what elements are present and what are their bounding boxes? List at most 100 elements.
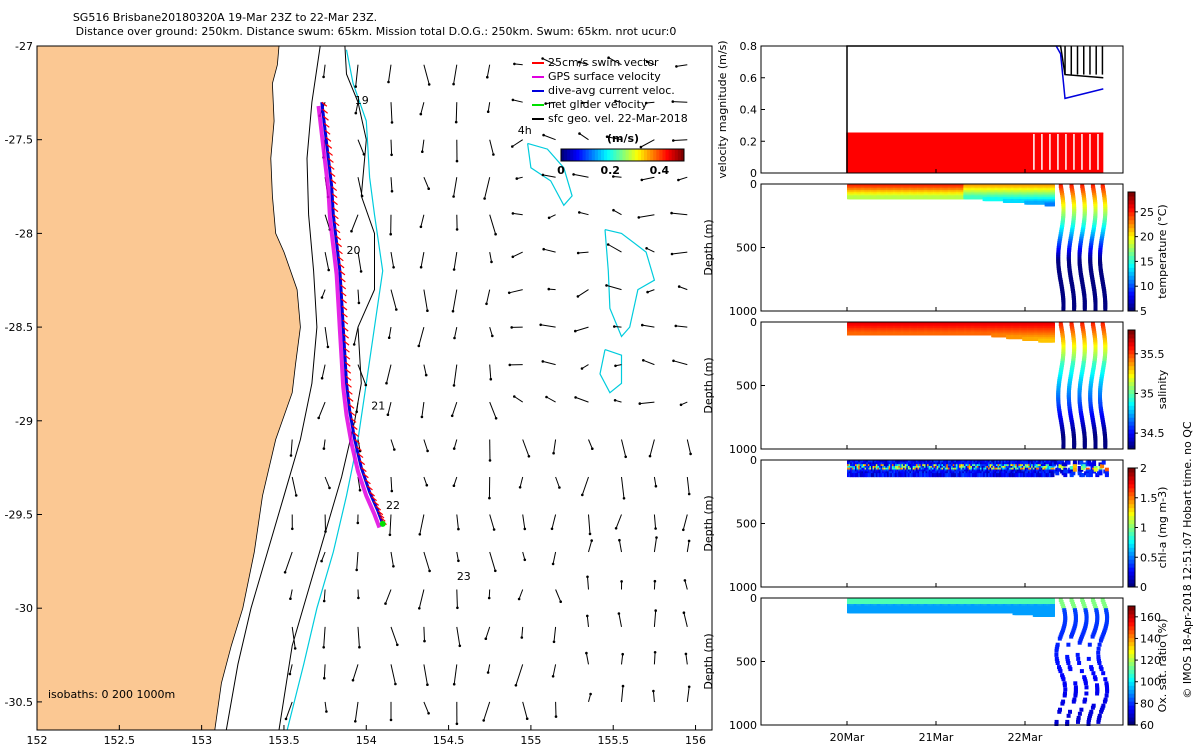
velocity-arrow-head bbox=[322, 76, 325, 79]
velocity-arrow-head bbox=[452, 310, 455, 313]
velocity-arrow bbox=[654, 477, 656, 486]
velocity-arrow bbox=[322, 365, 325, 379]
velocity-arrow-head bbox=[640, 146, 643, 149]
salinity-colorbar-label: salinity bbox=[1156, 369, 1169, 409]
velocity-arrow-head bbox=[671, 253, 674, 256]
velocity-arrow bbox=[587, 616, 588, 627]
velocity-arrow bbox=[641, 140, 655, 147]
salinity-colorbar-segment bbox=[1128, 358, 1135, 362]
velocity-arrow bbox=[685, 580, 687, 589]
velocity-arrow-head bbox=[389, 534, 392, 537]
velocity-arrow bbox=[424, 440, 428, 451]
colorbar-segment bbox=[607, 149, 611, 161]
salinity-ylabel: Depth (m) bbox=[702, 357, 715, 413]
title-line-2: Distance over ground: 250km. Distance sw… bbox=[76, 25, 677, 38]
velocity-arrow bbox=[454, 65, 457, 84]
salinity-colorbar-tick-label: 35 bbox=[1140, 387, 1154, 400]
velocity-arrow-head bbox=[495, 417, 498, 420]
legend-entry: dive-avg current veloc. bbox=[548, 84, 675, 97]
map-y-tick-label: -28 bbox=[15, 227, 33, 240]
velocity-arrow-head bbox=[394, 683, 397, 686]
map-x-tick-label: 154.5 bbox=[433, 734, 465, 747]
velocity-arrow bbox=[391, 440, 394, 450]
salinity-colorbar-segment bbox=[1128, 342, 1135, 346]
velocity-arrow-head bbox=[456, 160, 459, 163]
salinity-colorbar-segment bbox=[1128, 433, 1135, 437]
velocity-arrow bbox=[513, 213, 523, 214]
velocity-arrow-head bbox=[391, 490, 394, 493]
profile-point bbox=[1051, 339, 1055, 343]
velocity-arrow-head bbox=[545, 396, 548, 399]
map-x-tick-label: 156 bbox=[685, 734, 706, 747]
velocity-arrow-head bbox=[390, 154, 393, 157]
velocity-arrow bbox=[541, 325, 556, 327]
map-y-tick-label: -27 bbox=[15, 40, 33, 53]
velocity-arrow-head bbox=[586, 615, 589, 618]
velocity-arrow-head bbox=[624, 456, 627, 459]
velocity-arrow-head bbox=[493, 528, 496, 531]
velocity-arrow bbox=[556, 477, 560, 488]
temperature-colorbar-segment bbox=[1128, 228, 1135, 232]
velocity-arrow bbox=[523, 515, 525, 529]
velocity-arrow-head bbox=[456, 723, 459, 726]
temperature-colorbar-segment bbox=[1128, 252, 1135, 256]
colorbar-segment bbox=[567, 149, 571, 161]
velocity-arrow bbox=[490, 140, 494, 155]
gps-surface-track bbox=[319, 106, 380, 528]
velocity-arrow bbox=[285, 552, 292, 572]
velocity-arrow-head bbox=[459, 645, 462, 648]
velocity-arrow bbox=[358, 365, 366, 385]
velocity-arrow bbox=[324, 627, 325, 647]
velocity-arrow bbox=[512, 140, 522, 147]
velocity-arrow bbox=[319, 402, 325, 418]
velocity-arrow-head bbox=[552, 452, 555, 455]
salinity-colorbar-segment bbox=[1128, 425, 1135, 429]
map-x-tick-label: 155.5 bbox=[597, 734, 629, 747]
legend-entry: GPS surface velocity bbox=[548, 70, 661, 83]
velocity-y-tick-label: 0.4 bbox=[740, 104, 758, 117]
velocity-arrow bbox=[424, 702, 429, 713]
velocity-arrow bbox=[419, 327, 424, 346]
velocity-arrow bbox=[589, 541, 592, 552]
velocity-arrow-head bbox=[642, 359, 645, 362]
velocity-arrow-head bbox=[486, 76, 489, 79]
colorbar-segment bbox=[678, 149, 682, 161]
velocity-arrow-head bbox=[675, 325, 678, 328]
velocity-arrow bbox=[291, 440, 292, 456]
velocity-arrow-head bbox=[589, 533, 592, 536]
velocity-arrow bbox=[424, 627, 425, 641]
velocity-arrow-head bbox=[453, 484, 456, 487]
velocity-arrow bbox=[654, 538, 656, 553]
velocity-arrow bbox=[454, 440, 457, 449]
velocity-arrow-head bbox=[654, 609, 657, 612]
temperature-colorbar-label: temperature (°C) bbox=[1156, 204, 1169, 298]
velocity-arrow-head bbox=[418, 607, 421, 610]
velocity-arrow-head bbox=[391, 190, 394, 193]
velocity-arrow bbox=[653, 691, 654, 702]
velocity-arrow bbox=[639, 215, 655, 218]
velocity-arrow-head bbox=[688, 686, 691, 689]
salinity-colorbar-segment bbox=[1128, 437, 1135, 441]
velocity-arrow bbox=[642, 177, 655, 180]
velocity-arrow bbox=[358, 290, 359, 303]
velocity-arrow-head bbox=[452, 195, 455, 198]
velocity-arrow bbox=[522, 627, 523, 638]
velocity-arrow-head bbox=[325, 710, 328, 713]
colorbar-segment bbox=[601, 149, 605, 161]
salinity-colorbar-segment bbox=[1128, 334, 1135, 338]
velocity-arrow-head bbox=[516, 177, 519, 180]
velocity-arrow bbox=[673, 140, 687, 141]
profile-point bbox=[1083, 445, 1087, 449]
velocity-arrow bbox=[324, 65, 326, 77]
temperature-colorbar-segment bbox=[1128, 283, 1135, 287]
colorbar-segment bbox=[669, 149, 673, 161]
velocity-arrow bbox=[322, 552, 326, 561]
velocity-arrow bbox=[614, 210, 622, 215]
velocity-arrow bbox=[391, 664, 395, 684]
velocity-arrow-head bbox=[518, 598, 521, 601]
velocity-arrow-head bbox=[363, 153, 366, 156]
velocity-arrow bbox=[457, 515, 459, 530]
velocity-arrow-head bbox=[485, 637, 488, 640]
